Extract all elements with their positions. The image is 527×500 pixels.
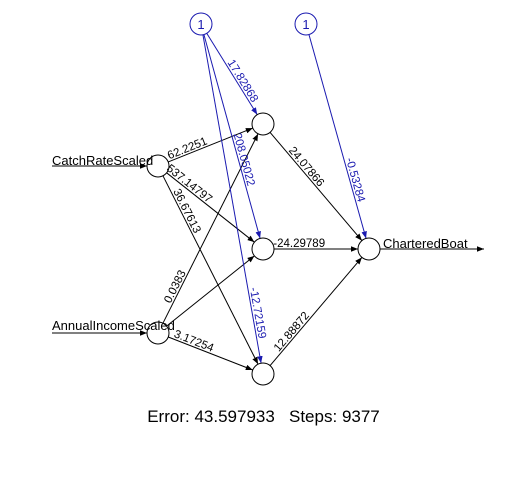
input-node-annualincome — [146, 321, 170, 345]
bias-node-hidden-label: 1 — [197, 17, 204, 32]
edge-catchratescaled-hidden-2 — [166, 172, 255, 243]
input-label-annualincome: AnnualIncomeScaled — [52, 318, 175, 333]
edge-annualincomescaled-hidden-3-weight-label: 3.17254 — [172, 328, 216, 355]
edge-hidden-3-output-weight-label: 12.88872 — [272, 310, 312, 354]
bias-node-output — [294, 12, 318, 36]
steps-label: Steps: — [289, 407, 338, 426]
error-label: Error: — [147, 407, 190, 426]
edge-catchratescaled-hidden-3 — [162, 175, 259, 365]
training-summary: Error: 43.597933 Steps: 9377 — [0, 407, 527, 427]
input-node-catchrate — [146, 154, 170, 178]
edge-hidden-1-output-weight-label: 24.07866 — [286, 145, 326, 189]
edge-bias-hidden-2-weight-label: 208.05022 — [231, 132, 257, 188]
edge-bias-hidden-3-weight-label: -12.72159 — [247, 286, 268, 339]
edge-catchratescaled-hidden-1-weight-label: 62.2251 — [166, 136, 209, 163]
output-label: CharteredBoat — [383, 236, 468, 251]
error-value: 43.597933 — [194, 407, 275, 426]
bias-node-output-label: 1 — [302, 17, 309, 32]
bias-node-hidden — [189, 12, 213, 36]
edge-annualincomescaled-hidden-2 — [166, 255, 255, 327]
edge-hidden-1-output — [269, 132, 363, 241]
input-label-catchrate: CatchRateScaled — [52, 153, 153, 168]
edge-bias-hidden-2 — [203, 34, 261, 239]
hidden-node-1 — [251, 112, 275, 136]
output-node — [357, 237, 381, 261]
edge-bias-hidden-3 — [202, 34, 263, 364]
edge-catchratescaled-hidden-2-weight-label: 537.14797 — [164, 163, 214, 206]
edge-bias-hidden-1-weight-label: 17.82868 — [225, 58, 260, 105]
edge-annualincomescaled-hidden-1-weight-label: 0.0383 — [162, 268, 189, 305]
edge-hidden-3-output — [269, 257, 363, 366]
edge-hidden-2-output-weight-label: -24.29789 — [273, 238, 325, 250]
edge-bias-hidden-1 — [206, 33, 258, 115]
hidden-node-3 — [251, 362, 275, 386]
edge-annualincomescaled-hidden-3 — [168, 336, 253, 371]
steps-value: 9377 — [341, 407, 380, 426]
edge-bias-output — [308, 34, 367, 239]
edge-annualincomescaled-hidden-1 — [162, 133, 259, 324]
edge-bias-output-weight-label: -0.53284 — [343, 157, 367, 205]
edge-catchratescaled-hidden-1 — [168, 127, 253, 163]
hidden-node-2 — [251, 237, 275, 261]
